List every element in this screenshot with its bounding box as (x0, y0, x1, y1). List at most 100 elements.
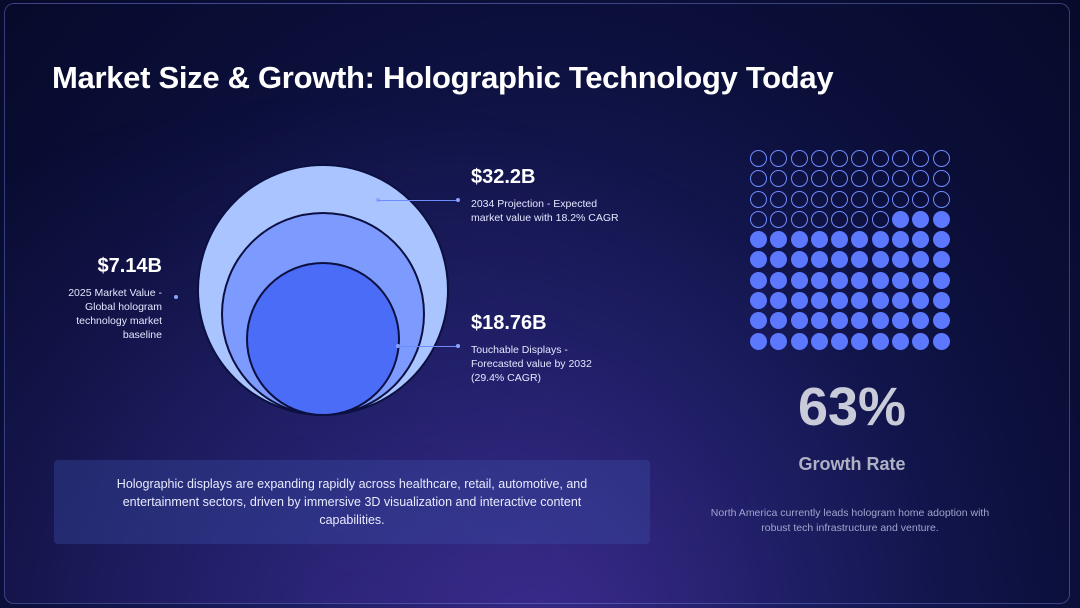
waffle-dot-empty (851, 190, 869, 208)
waffle-dot-filled (750, 271, 767, 289)
waffle-dot-empty (831, 150, 849, 167)
callout-line-inner (398, 346, 458, 347)
waffle-dot-empty (831, 210, 849, 228)
waffle-dot-empty (750, 150, 767, 167)
waffle-dot-filled (851, 251, 869, 269)
slide-title: Market Size & Growth: Holographic Techno… (52, 60, 834, 95)
summary-text: Holographic displays are expanding rapid… (116, 477, 588, 527)
waffle-dot-filled (932, 231, 950, 249)
waffle-dot-filled (871, 292, 889, 310)
waffle-dot-filled (912, 210, 930, 228)
waffle-dot-empty (790, 210, 808, 228)
waffle-dot-filled (790, 271, 808, 289)
waffle-dot-filled (892, 312, 910, 330)
waffle-dot-filled (770, 251, 788, 269)
callout-dot-middle (174, 295, 178, 299)
summary-box: Holographic displays are expanding rapid… (54, 460, 650, 544)
waffle-dot-filled (790, 251, 808, 269)
waffle-dot-filled (871, 271, 889, 289)
waffle-dot-filled (932, 210, 950, 228)
inner-value: $18.76B (471, 312, 547, 334)
waffle-dot-empty (871, 150, 889, 167)
waffle-dot-empty (750, 170, 767, 188)
callout-dot-outer-end (456, 198, 460, 202)
waffle-dot-filled (750, 292, 767, 310)
waffle-dot-empty (770, 210, 788, 228)
waffle-dot-filled (810, 231, 828, 249)
waffle-dot-filled (810, 312, 828, 330)
waffle-dot-filled (831, 312, 849, 330)
waffle-dot-filled (831, 231, 849, 249)
waffle-dot-filled (831, 332, 849, 350)
waffle-dot-filled (912, 251, 930, 269)
waffle-dot-filled (831, 271, 849, 289)
waffle-dot-filled (871, 332, 889, 350)
waffle-dot-empty (790, 190, 808, 208)
waffle-dot-empty (770, 150, 788, 167)
waffle-dot-filled (912, 312, 930, 330)
waffle-dot-filled (892, 251, 910, 269)
waffle-dot-empty (932, 150, 950, 167)
waffle-dot-filled (851, 231, 869, 249)
waffle-dot-empty (790, 150, 808, 167)
waffle-dot-filled (831, 251, 849, 269)
waffle-dot-empty (932, 170, 950, 188)
waffle-dot-empty (831, 190, 849, 208)
waffle-dot-empty (790, 170, 808, 188)
waffle-dot-filled (892, 271, 910, 289)
waffle-dot-empty (912, 190, 930, 208)
waffle-dot-filled (810, 292, 828, 310)
waffle-dot-empty (810, 150, 828, 167)
waffle-dot-filled (912, 332, 930, 350)
waffle-dot-filled (770, 332, 788, 350)
waffle-dot-filled (851, 292, 869, 310)
outer-description: 2034 Projection - Expected market value … (471, 198, 619, 224)
waffle-dot-filled (932, 332, 950, 350)
waffle-dot-filled (810, 332, 828, 350)
waffle-dot-filled (790, 231, 808, 249)
waffle-dot-empty (932, 190, 950, 208)
waffle-dot-empty (912, 170, 930, 188)
waffle-dot-empty (892, 170, 910, 188)
waffle-dot-filled (871, 312, 889, 330)
waffle-dot-empty (892, 190, 910, 208)
waffle-dot-empty (912, 150, 930, 167)
callout-dot-inner-end (456, 344, 460, 348)
waffle-dot-empty (831, 170, 849, 188)
waffle-dot-filled (871, 251, 889, 269)
waffle-dot-filled (770, 312, 788, 330)
waffle-dot-filled (790, 312, 808, 330)
waffle-chart (750, 150, 950, 350)
growth-label: Growth Rate (798, 454, 906, 474)
waffle-dot-filled (810, 251, 828, 269)
waffle-dot-empty (851, 150, 869, 167)
waffle-dot-filled (790, 292, 808, 310)
middle-description: 2025 Market Value - Global hologram tech… (68, 287, 162, 341)
waffle-dot-filled (831, 292, 849, 310)
waffle-dot-filled (750, 312, 767, 330)
waffle-dot-filled (871, 231, 889, 249)
waffle-dot-filled (790, 332, 808, 350)
waffle-dot-empty (770, 190, 788, 208)
waffle-dot-filled (912, 292, 930, 310)
waffle-dot-filled (892, 332, 910, 350)
waffle-dot-empty (871, 210, 889, 228)
waffle-dot-empty (810, 170, 828, 188)
waffle-dot-filled (932, 312, 950, 330)
waffle-dot-empty (851, 170, 869, 188)
waffle-dot-empty (810, 210, 828, 228)
waffle-dot-filled (770, 292, 788, 310)
inner-description: Touchable Displays - Forecasted value by… (471, 344, 592, 384)
waffle-dot-filled (912, 231, 930, 249)
circle-inner (246, 262, 400, 416)
waffle-dot-filled (750, 251, 767, 269)
callout-line-outer (378, 200, 458, 201)
waffle-dot-filled (750, 231, 767, 249)
growth-percent: 63% (797, 377, 907, 437)
waffle-dot-empty (851, 210, 869, 228)
waffle-dot-filled (932, 251, 950, 269)
waffle-dot-empty (750, 190, 767, 208)
waffle-dot-empty (770, 170, 788, 188)
waffle-dot-filled (750, 332, 767, 350)
